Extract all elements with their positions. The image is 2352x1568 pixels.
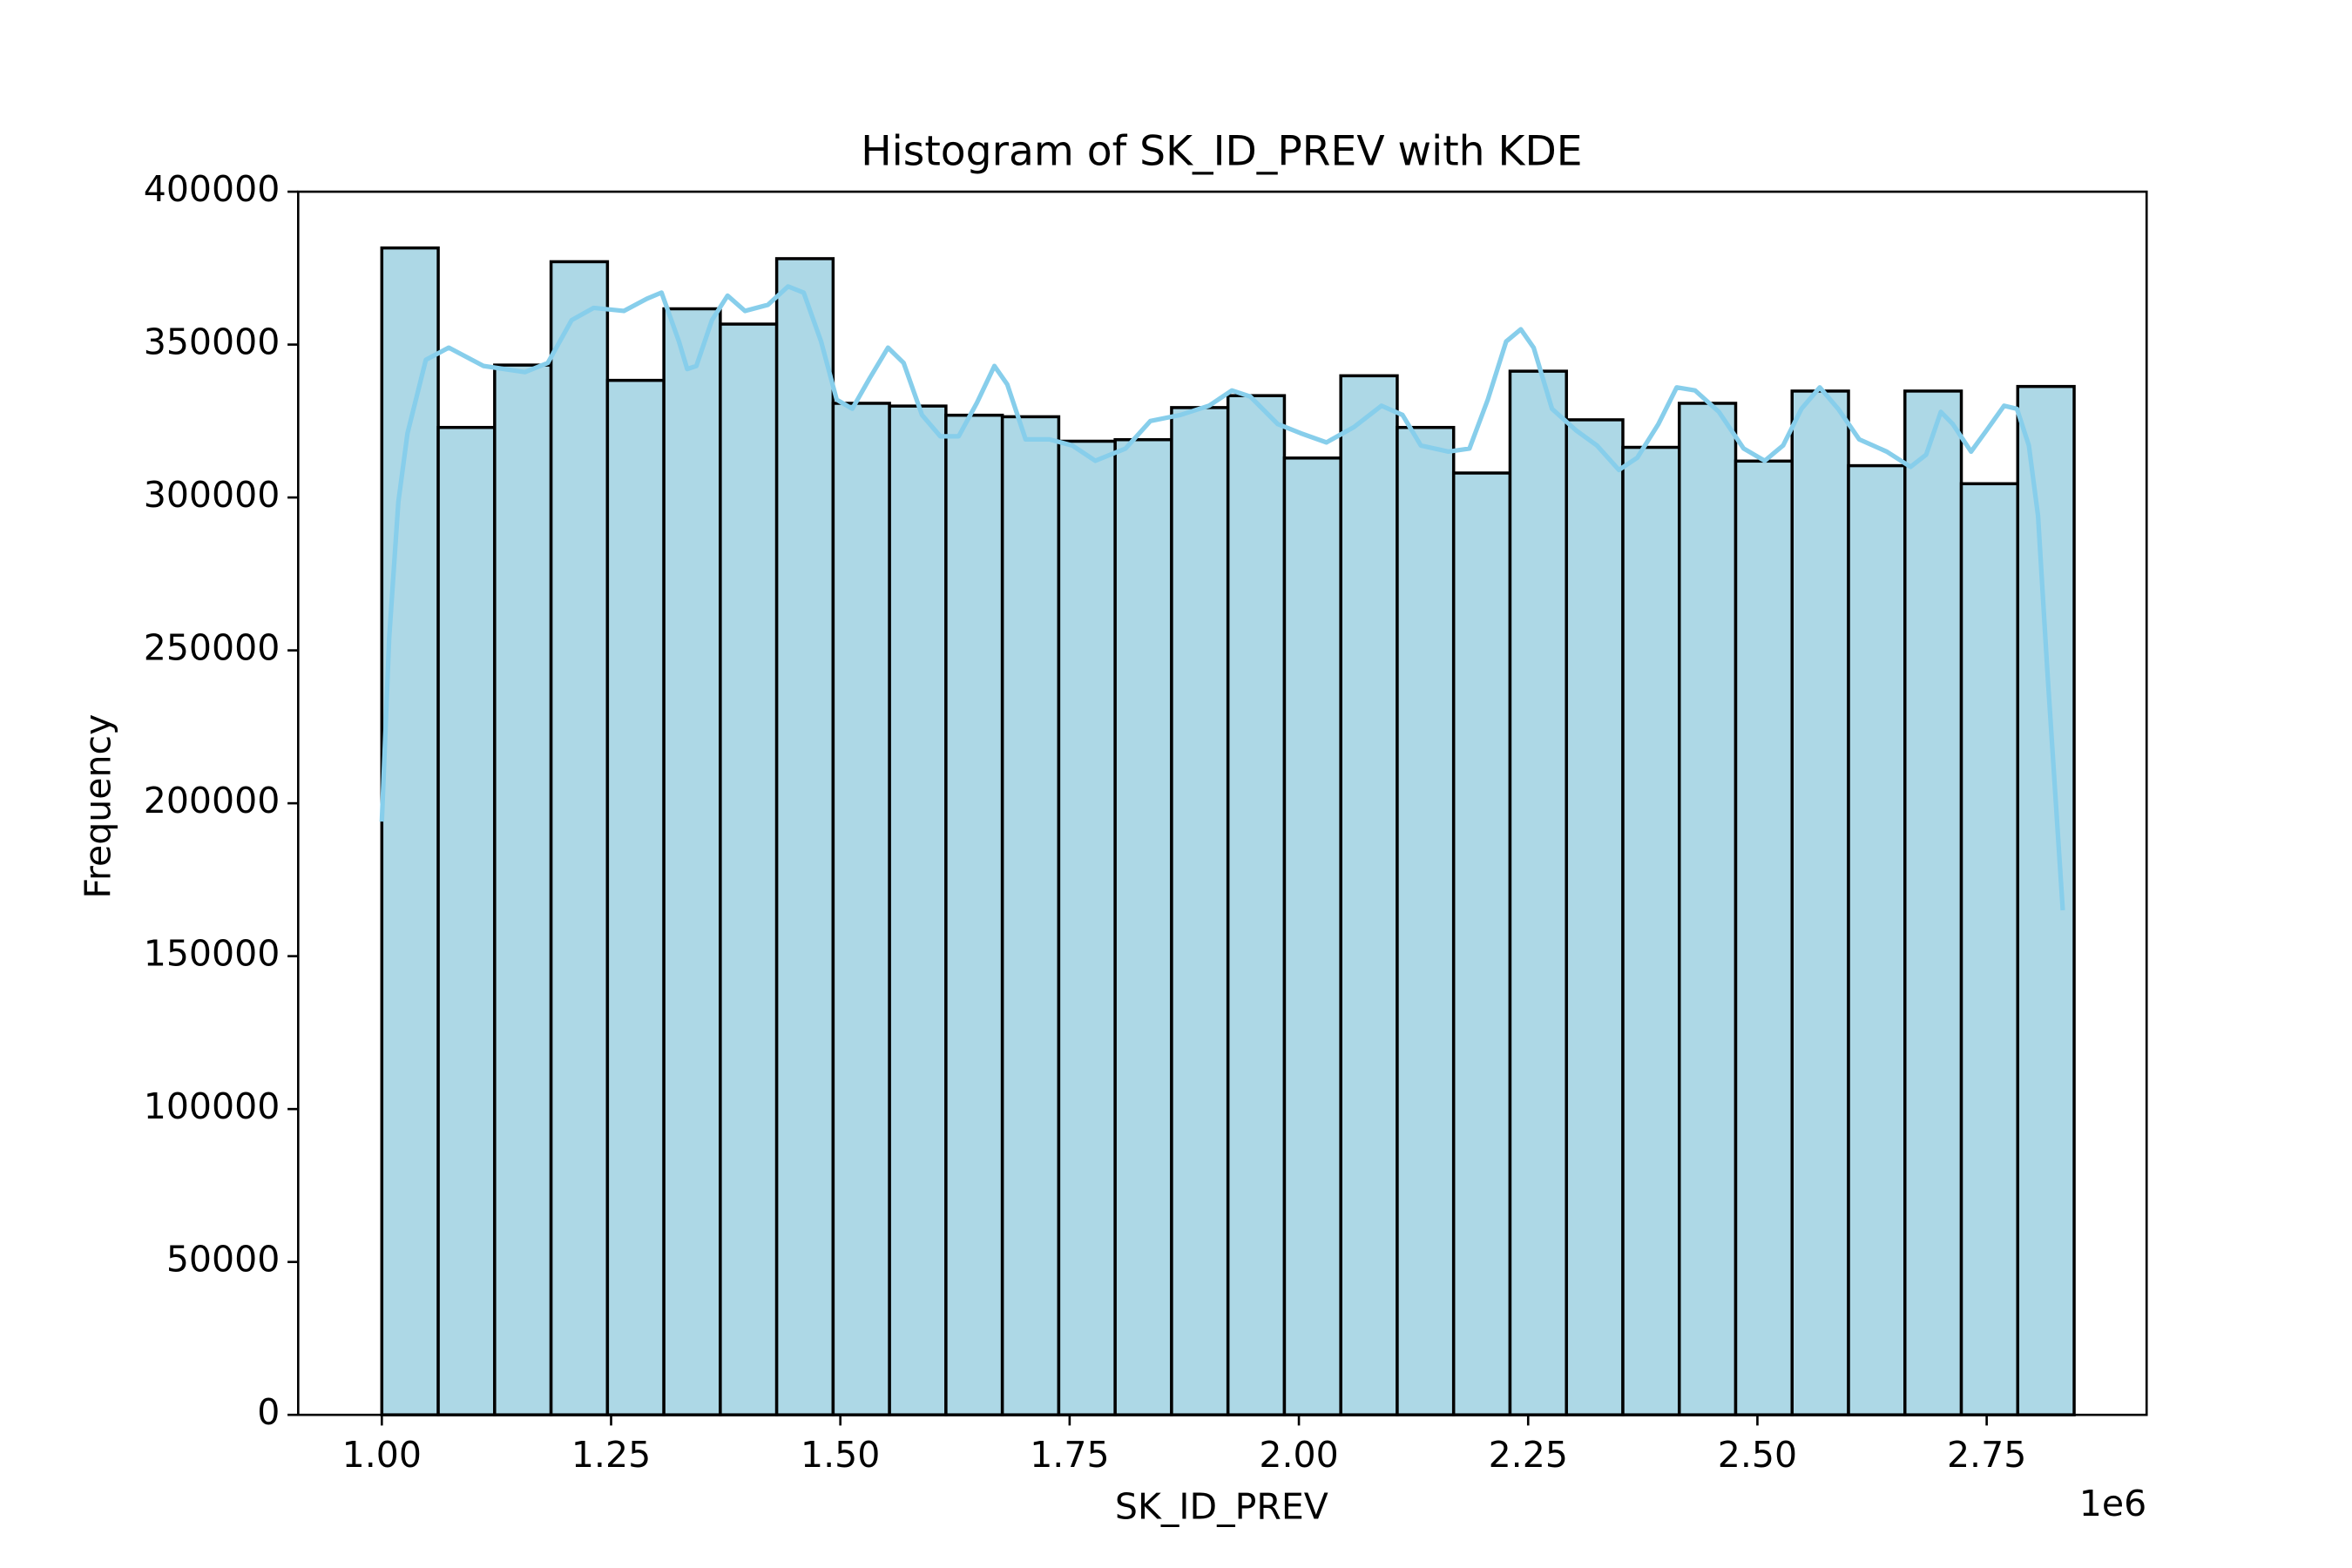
bar	[605, 378, 666, 1416]
x-tick-label: 2.50	[1718, 1434, 1797, 1476]
x-tick-label: 2.00	[1259, 1434, 1338, 1476]
plot-frame	[296, 190, 2148, 1416]
bar	[1170, 406, 1230, 1416]
bar	[1226, 394, 1287, 1416]
bar	[1508, 369, 1568, 1416]
x-tick-label: 1.25	[571, 1434, 651, 1476]
y-axis-label: Frequency	[77, 714, 118, 899]
y-tick-label: 50000	[166, 1239, 280, 1281]
bar	[888, 404, 948, 1416]
x-tick-label: 1.75	[1030, 1434, 1109, 1476]
bar	[1565, 418, 1625, 1416]
kde-line	[379, 284, 2065, 911]
bar	[1959, 482, 2020, 1416]
x-tick-label: 1.00	[342, 1434, 422, 1476]
bar	[549, 260, 610, 1416]
bar	[1000, 415, 1061, 1416]
bar	[436, 425, 497, 1416]
x-axis-label: SK_ID_PREV	[1115, 1485, 1328, 1527]
bar	[1903, 389, 1963, 1416]
bar	[662, 307, 722, 1416]
x-offset-label: 1e6	[2079, 1483, 2146, 1524]
y-tick-label: 250000	[144, 627, 280, 669]
y-tick-label: 350000	[144, 321, 280, 363]
y-tick-label: 100000	[144, 1085, 280, 1127]
chart-title: Histogram of SK_ID_PREV with KDE	[861, 127, 1582, 175]
bar	[1057, 439, 1117, 1416]
y-tick-label: 200000	[144, 780, 280, 821]
x-tick-label: 1.50	[801, 1434, 880, 1476]
x-tick-label: 2.25	[1489, 1434, 1568, 1476]
bar	[2016, 384, 2076, 1416]
bar	[944, 413, 1004, 1416]
bar	[493, 363, 553, 1416]
bar	[1339, 374, 1399, 1416]
bar	[1396, 425, 1456, 1416]
bar	[1282, 456, 1342, 1416]
bar	[1677, 402, 1738, 1416]
bar	[1621, 445, 1681, 1416]
bar	[831, 402, 891, 1416]
bar	[774, 257, 835, 1416]
bar	[1113, 437, 1173, 1416]
y-tick-label: 400000	[144, 168, 280, 210]
bar	[1790, 389, 1850, 1416]
y-tick-label: 150000	[144, 933, 280, 975]
y-tick-label: 0	[257, 1391, 280, 1433]
bar	[719, 322, 779, 1416]
y-tick-label: 300000	[144, 474, 280, 516]
x-tick-label: 2.75	[1947, 1434, 2026, 1476]
bar	[1734, 459, 1794, 1416]
bar	[1451, 471, 1512, 1416]
bar	[1847, 463, 1907, 1416]
